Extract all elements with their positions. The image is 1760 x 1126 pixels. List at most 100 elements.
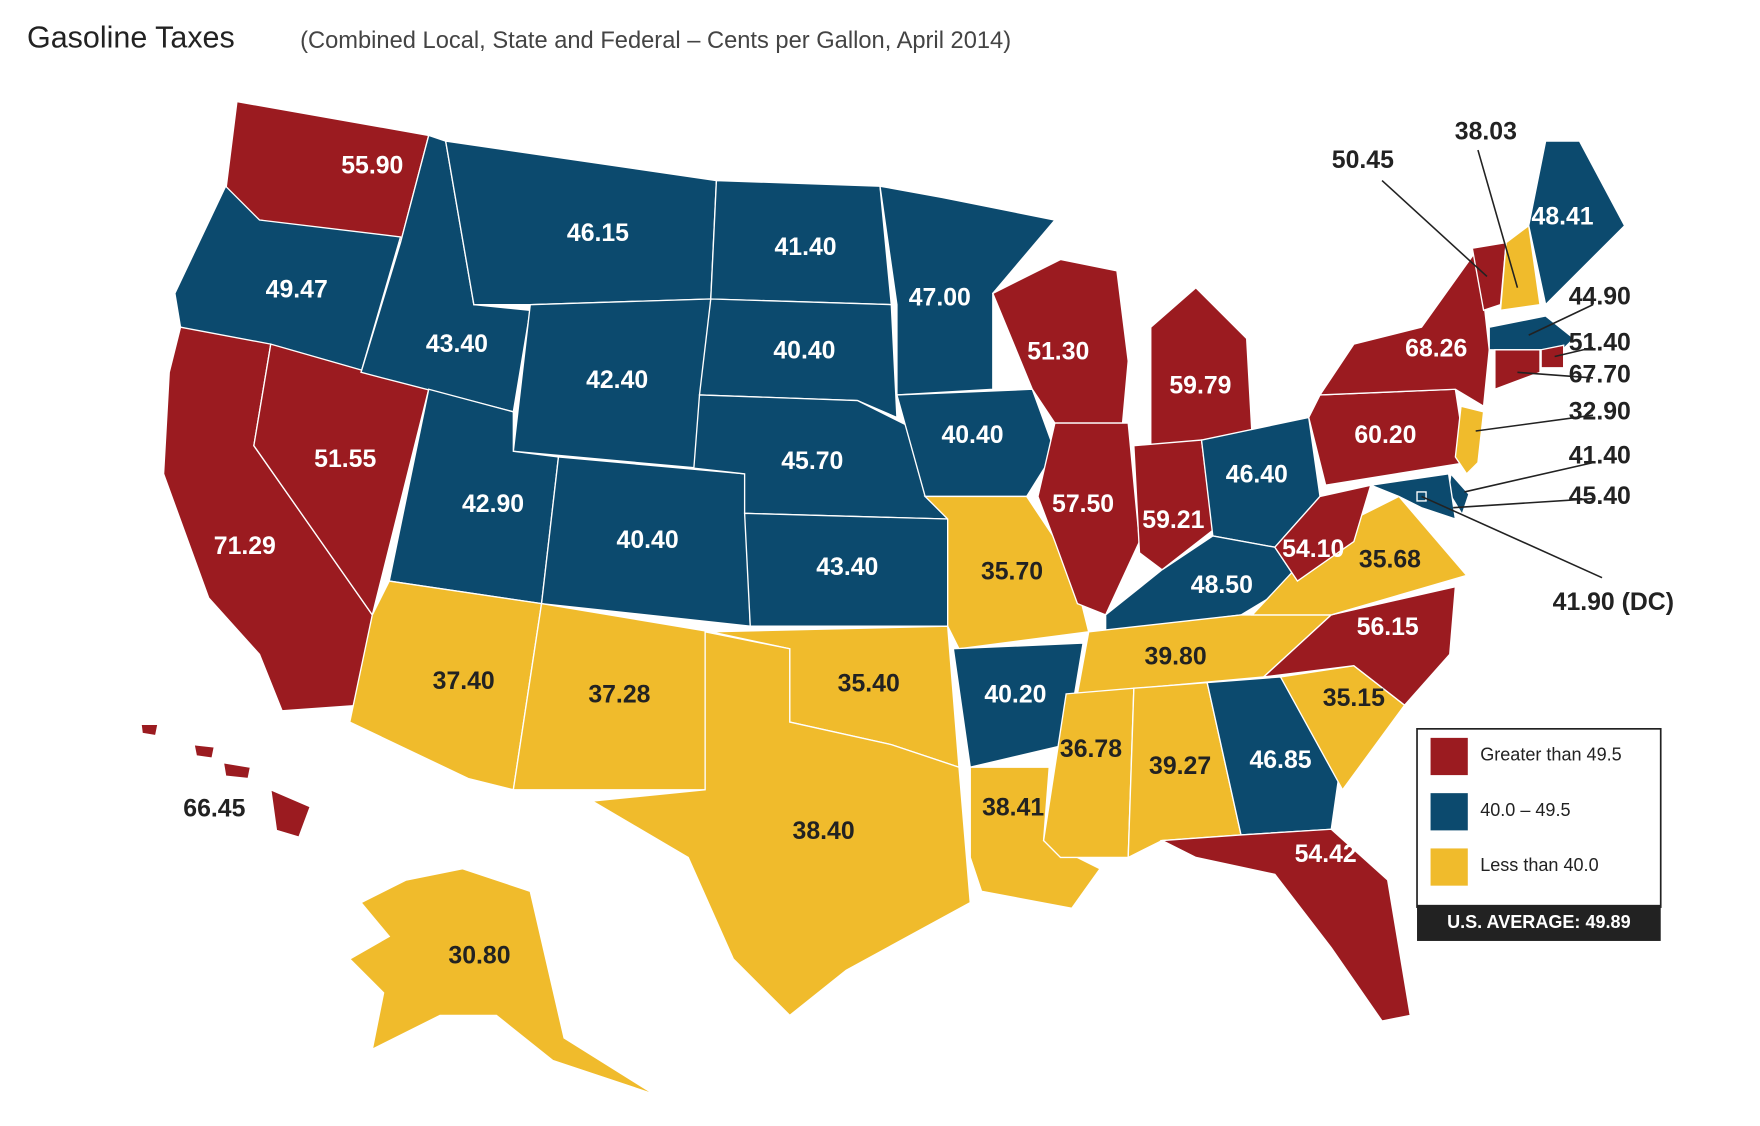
value-label: 51.55 bbox=[314, 446, 376, 473]
value-label: 46.40 bbox=[1226, 462, 1288, 489]
value-label: 37.28 bbox=[588, 682, 650, 709]
value-label: 35.68 bbox=[1359, 546, 1421, 573]
value-label: 41.40 bbox=[774, 234, 836, 261]
value-label: 43.40 bbox=[816, 554, 878, 581]
state-region bbox=[1159, 828, 1412, 1022]
value-label: 40.20 bbox=[984, 682, 1046, 709]
value-label: 40.40 bbox=[941, 422, 1003, 449]
value-label: 41.40 bbox=[1569, 443, 1631, 470]
value-label: 48.41 bbox=[1532, 203, 1594, 230]
state-region bbox=[1368, 473, 1457, 520]
legend-label: Greater than 49.5 bbox=[1480, 745, 1621, 765]
state-region bbox=[1540, 344, 1565, 369]
legend: U.S. AVERAGE: 49.89 Greater than 49.5 40.… bbox=[1416, 727, 1662, 941]
value-label: 35.15 bbox=[1323, 685, 1385, 712]
legend-swatch bbox=[1430, 737, 1468, 776]
value-label: 42.90 bbox=[462, 491, 524, 518]
state-region bbox=[698, 298, 898, 419]
state-region bbox=[140, 723, 312, 838]
state-region bbox=[590, 630, 971, 1017]
value-label: 71.29 bbox=[214, 533, 276, 560]
value-label: 54.10 bbox=[1282, 536, 1344, 563]
value-label: 59.21 bbox=[1142, 507, 1204, 534]
value-label: 47.00 bbox=[909, 285, 971, 312]
value-label: 60.20 bbox=[1354, 422, 1416, 449]
value-label: 36.78 bbox=[1060, 736, 1122, 763]
value-label: 35.40 bbox=[838, 670, 900, 697]
value-label: 32.90 bbox=[1569, 399, 1631, 426]
state-region bbox=[1499, 224, 1541, 312]
state-region bbox=[1454, 405, 1485, 475]
leader-line bbox=[1554, 346, 1594, 358]
value-label: 45.70 bbox=[781, 448, 843, 475]
value-label: 40.40 bbox=[773, 338, 835, 365]
state-region bbox=[879, 185, 1057, 396]
value-label: 39.80 bbox=[1145, 643, 1207, 670]
regions bbox=[140, 100, 1626, 1096]
labels: 55.90 49.47 71.29 51.55 43.40 46.15 42.40 42.90… bbox=[183, 119, 1674, 970]
state-region bbox=[1037, 422, 1141, 616]
value-label: 48.50 bbox=[1191, 572, 1253, 599]
value-label: 57.50 bbox=[1052, 491, 1114, 518]
average-text: U.S. AVERAGE: 49.89 bbox=[1447, 912, 1631, 932]
value-label: 50.45 bbox=[1332, 147, 1394, 174]
value-label: 38.40 bbox=[793, 818, 855, 845]
value-label: 46.15 bbox=[567, 220, 629, 247]
value-label: 55.90 bbox=[341, 153, 403, 180]
value-label: 39.27 bbox=[1149, 753, 1211, 780]
value-label: 59.79 bbox=[1169, 373, 1231, 400]
state-region bbox=[348, 868, 655, 1096]
state-region bbox=[1494, 349, 1541, 391]
state-region bbox=[1274, 484, 1372, 583]
state-region bbox=[1488, 315, 1575, 351]
value-label: 46.85 bbox=[1249, 747, 1311, 774]
state-region bbox=[1318, 246, 1490, 408]
value-label: 37.40 bbox=[433, 668, 495, 695]
value-label: 43.40 bbox=[426, 331, 488, 358]
value-label: 68.26 bbox=[1405, 335, 1467, 362]
leader-line bbox=[1381, 179, 1488, 278]
value-label: 54.42 bbox=[1295, 841, 1357, 868]
state-region bbox=[1150, 286, 1254, 447]
average-label: U.S. AVERAGE: bbox=[1447, 912, 1580, 932]
value-label: 67.70 bbox=[1569, 361, 1631, 388]
legend-swatch bbox=[1430, 848, 1468, 886]
leader-line bbox=[1528, 303, 1594, 336]
value-label: 41.90 (DC) bbox=[1553, 589, 1674, 616]
value-label: 30.80 bbox=[448, 942, 510, 969]
average-value: 49.89 bbox=[1585, 912, 1630, 932]
leader-line bbox=[1421, 495, 1603, 579]
value-label: 35.70 bbox=[981, 559, 1043, 586]
state-region bbox=[969, 766, 1102, 909]
state-region bbox=[1133, 439, 1214, 571]
chart-subtitle: (Combined Local, State and Federal – Cen… bbox=[300, 28, 1011, 54]
state-region bbox=[896, 388, 1056, 498]
state-region bbox=[991, 258, 1129, 424]
leader-line bbox=[1475, 414, 1594, 432]
legend-label: Less than 40.0 bbox=[1480, 855, 1598, 875]
leader-line bbox=[1477, 149, 1519, 288]
value-label: 40.40 bbox=[617, 527, 679, 554]
leader-line bbox=[1464, 461, 1594, 493]
state-region bbox=[360, 134, 532, 413]
value-label: 42.40 bbox=[586, 367, 648, 394]
value-label: 51.30 bbox=[1027, 339, 1089, 366]
average-box bbox=[1417, 904, 1661, 941]
state-region bbox=[923, 495, 1090, 650]
leader-line bbox=[1517, 371, 1594, 379]
chart-title: Gasoline Taxes bbox=[27, 21, 235, 55]
value-label: 45.40 bbox=[1569, 483, 1631, 510]
value-label: 38.41 bbox=[982, 795, 1044, 822]
value-label: 66.45 bbox=[183, 796, 245, 823]
value-label: 49.47 bbox=[266, 277, 328, 304]
value-label: 38.03 bbox=[1455, 119, 1517, 146]
value-label: 56.15 bbox=[1357, 614, 1419, 641]
state-region bbox=[1528, 140, 1626, 306]
value-label: 51.40 bbox=[1569, 330, 1631, 357]
legend-label: 40.0 – 49.5 bbox=[1480, 800, 1570, 820]
leader-line bbox=[1453, 497, 1594, 509]
legend-swatch bbox=[1430, 793, 1468, 831]
value-label: 44.90 bbox=[1569, 283, 1631, 310]
